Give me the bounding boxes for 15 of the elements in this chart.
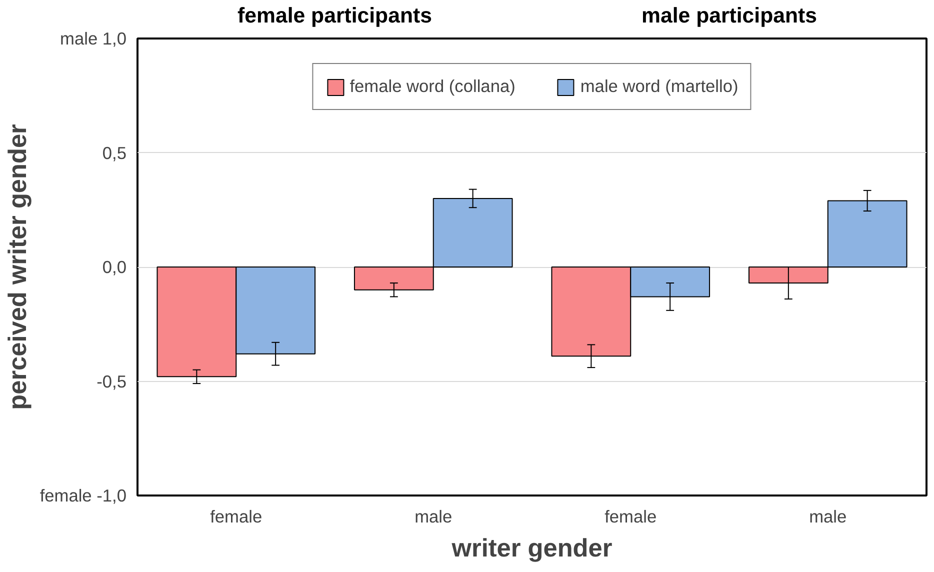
text: male participants — [642, 4, 817, 28]
y-tick-label: 0,5 — [102, 142, 127, 163]
legend-label: male word (martello) — [580, 76, 738, 97]
text: female participants — [238, 4, 432, 28]
x-axis-title: writer gender — [450, 534, 612, 562]
x-tick-label: male — [414, 506, 452, 526]
y-tick-label: -0,5 — [96, 371, 126, 392]
x-tick-label: female — [210, 506, 262, 526]
y-tick-label: female -1,0 — [40, 486, 127, 506]
y-tick-label: male 1,0 — [60, 28, 127, 48]
x-tick-label: female — [604, 506, 657, 526]
x-tick-label: male — [809, 506, 847, 526]
legend-label: female word (collana) — [350, 76, 516, 97]
y-axis-title: perceived writer gender — [4, 124, 32, 410]
y-tick-label: 0,0 — [102, 257, 127, 277]
